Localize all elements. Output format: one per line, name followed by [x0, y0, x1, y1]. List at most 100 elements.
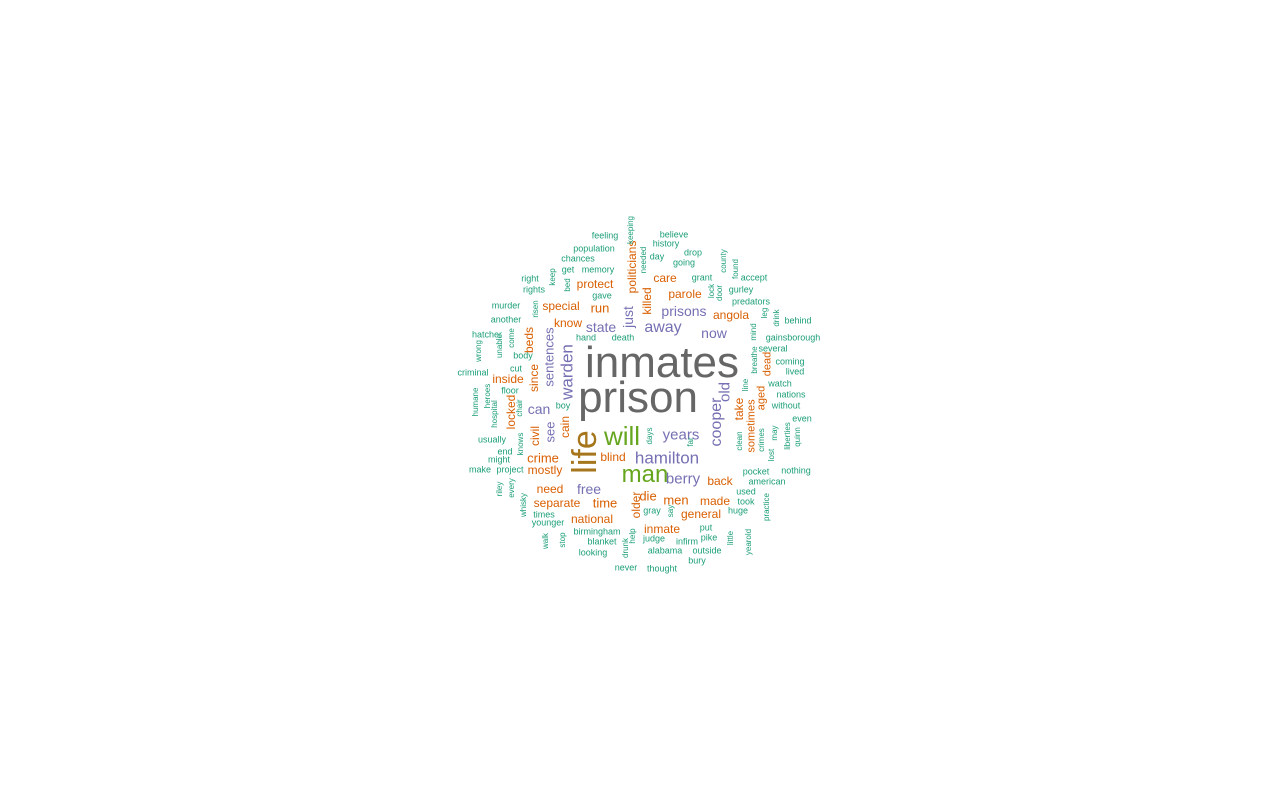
word-parole: parole — [668, 287, 702, 301]
word-care: care — [653, 271, 677, 285]
word-gray: gray — [643, 505, 661, 516]
word-clean: clean — [735, 431, 744, 451]
word-can: can — [527, 401, 551, 417]
word-nations: nations — [776, 389, 806, 400]
word-line: line — [741, 378, 750, 392]
word-took: took — [737, 496, 755, 507]
word-infirm: infirm — [676, 536, 698, 547]
word-project: project — [496, 464, 524, 475]
word-times: times — [533, 509, 555, 520]
word-make: make — [468, 464, 492, 475]
word-alabama: alabama — [647, 545, 683, 556]
word-floor: floor — [501, 385, 519, 396]
word-die: die — [639, 488, 657, 504]
word-inmate: inmate — [643, 522, 681, 536]
word-cooper: cooper — [708, 397, 725, 447]
word-day: day — [649, 251, 665, 262]
word-help: help — [628, 528, 637, 544]
word-younger: younger — [531, 517, 565, 528]
word-come: come — [507, 328, 516, 348]
word-just: just — [620, 306, 636, 328]
word-made: made — [699, 494, 731, 508]
word-away: away — [644, 319, 682, 336]
word-found: found — [731, 258, 740, 280]
word-state: state — [585, 319, 617, 335]
word-killed: killed — [640, 287, 654, 315]
word-stop: stop — [558, 532, 567, 548]
word-blind: blind — [600, 450, 626, 464]
word-end: end — [497, 446, 513, 457]
word-knows: knows — [516, 432, 525, 456]
word-humane: humane — [471, 387, 480, 417]
word-politicians: politicians — [625, 240, 639, 294]
word-lived: lived — [785, 366, 805, 377]
word-american: american — [748, 476, 786, 487]
word-far: far — [686, 437, 695, 447]
word-time: time — [592, 495, 618, 511]
word-walk: walk — [541, 532, 550, 550]
word-hamilton: hamilton — [634, 448, 700, 468]
word-nothing: nothing — [781, 465, 811, 476]
word-crime: crime — [527, 450, 559, 466]
word-blanket: blanket — [587, 536, 617, 547]
word-take: take — [732, 397, 746, 421]
word-say: say — [666, 504, 675, 518]
word-days: days — [645, 427, 654, 445]
word-wrong: wrong — [474, 340, 483, 362]
word-thought: thought — [646, 563, 678, 574]
word-leg: leg — [760, 307, 769, 319]
word-boy: boy — [555, 400, 571, 411]
word-years: years — [662, 426, 700, 444]
word-right: right — [521, 273, 539, 284]
word-several: several — [758, 343, 788, 354]
word-pike: pike — [700, 532, 718, 543]
word-another: another — [490, 314, 522, 325]
word-now: now — [701, 325, 727, 341]
word-death: death — [611, 332, 635, 343]
word-keep: keep — [548, 268, 557, 286]
word-old: old — [716, 381, 734, 403]
word-feeling: feeling — [591, 230, 619, 241]
word-quinn: quinn — [793, 427, 802, 447]
word-older: older — [629, 491, 643, 519]
word-hospital: hospital — [490, 400, 499, 428]
word-murder: murder — [491, 300, 521, 311]
word-beds: beds — [522, 326, 536, 354]
word-aged: aged — [755, 385, 768, 411]
word-without: without — [771, 400, 801, 411]
word-bed: bed — [563, 278, 572, 292]
word-usually: usually — [477, 434, 507, 445]
word-gave: gave — [592, 290, 612, 301]
word-accept: accept — [740, 272, 768, 283]
word-chair: chair — [515, 399, 524, 417]
word-dead: dead — [761, 351, 774, 377]
word-back: back — [707, 474, 733, 488]
word-cut: cut — [509, 363, 523, 374]
word-outside: outside — [692, 545, 722, 556]
word-coming: coming — [775, 356, 805, 367]
word-watch: watch — [768, 378, 792, 389]
word-general: general — [680, 507, 722, 521]
word-need: need — [536, 482, 564, 496]
word-county: county — [719, 249, 728, 273]
word-bury: bury — [688, 555, 706, 566]
word-inside: inside — [492, 372, 524, 386]
word-hand: hand — [575, 332, 597, 343]
word-mind: mind — [749, 323, 758, 341]
word-behind: behind — [784, 315, 812, 326]
word-life: life — [566, 430, 604, 474]
word-run: run — [590, 300, 610, 316]
word-pocket: pocket — [742, 466, 770, 477]
word-history: history — [652, 238, 680, 249]
word-inmates: inmates — [584, 338, 740, 387]
word-used: used — [736, 486, 756, 497]
word-mostly: mostly — [527, 463, 563, 477]
word-little: little — [726, 530, 735, 546]
word-predators: predators — [731, 296, 771, 307]
word-drunk: drunk — [621, 537, 630, 559]
word-prisons: prisons — [661, 303, 707, 319]
word-men: men — [663, 492, 689, 508]
word-civil: civil — [528, 426, 542, 446]
word-practice: practice — [762, 492, 771, 522]
